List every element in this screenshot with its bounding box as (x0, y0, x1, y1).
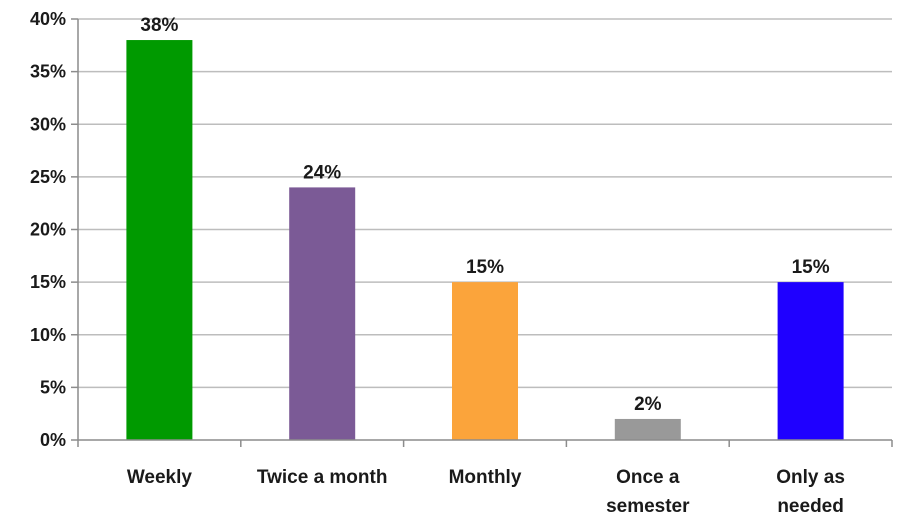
axes (71, 18, 893, 447)
data-label: 15% (792, 257, 830, 278)
y-tick-label: 25% (30, 167, 66, 187)
category-label: Monthly (449, 467, 522, 488)
data-label: 2% (634, 394, 662, 415)
y-tick-label: 5% (40, 377, 66, 397)
bar (126, 40, 193, 441)
y-tick-label: 20% (30, 220, 66, 240)
y-tick-label: 35% (30, 62, 66, 82)
bar (452, 282, 518, 440)
bar (777, 282, 844, 440)
category-label: Once a (616, 467, 680, 488)
y-tick-label: 15% (30, 272, 66, 292)
category-label: Only as (776, 467, 845, 488)
category-label: semester (606, 496, 690, 517)
labels: 0% 5% 10% 15% 20% 25% 30% 35% 40% 38% Weekly 24% Twi… (30, 9, 845, 517)
category-label: Twice a month (257, 467, 388, 488)
category-label: Weekly (127, 467, 193, 488)
bar (614, 418, 681, 440)
y-tick-label: 30% (30, 114, 66, 134)
data-label: 38% (140, 15, 178, 36)
y-tick-label: 10% (30, 325, 66, 345)
data-label: 15% (466, 257, 504, 278)
y-tick-label: 0% (40, 430, 66, 450)
data-label: 24% (303, 162, 341, 183)
bars (126, 40, 844, 441)
bar (289, 187, 356, 440)
y-tick-label: 40% (30, 9, 66, 29)
category-label: needed (777, 496, 844, 517)
